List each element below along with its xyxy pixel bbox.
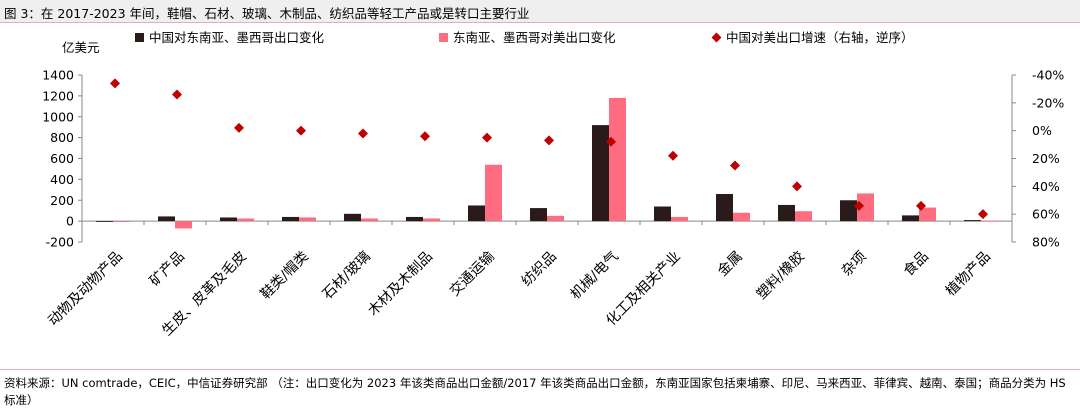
bar-chart: 亿美元 -200 0 200 400 600 800 1000 1200 1400 -40% -20…	[42, 40, 1064, 339]
bar-china-11	[778, 204, 795, 222]
bar-sea-2	[237, 218, 254, 222]
bar-sea-14	[981, 220, 998, 222]
growth-marker-3	[296, 125, 306, 136]
bar-sea-13	[919, 207, 936, 222]
bar-china-1	[158, 216, 175, 222]
growth-marker-2	[234, 122, 244, 133]
y-left-tick-label: 800	[50, 130, 74, 145]
y-left-tick-label: 1200	[42, 88, 74, 103]
growth-marker-11	[792, 181, 802, 192]
y-right-tick-label: 40%	[1032, 179, 1060, 194]
bar-china-5	[406, 216, 423, 222]
bar-china-13	[902, 215, 919, 222]
bar-china-2	[220, 217, 237, 222]
x-category-label: 矿产品	[147, 249, 188, 290]
y-axis-left-label: 亿美元	[62, 40, 100, 55]
growth-marker-6	[482, 132, 492, 143]
bar-china-3	[282, 216, 299, 222]
x-category-label: 木材及木制品	[365, 249, 436, 320]
x-category-label: 塑料/橡胶	[753, 248, 808, 303]
bar-sea-8	[609, 97, 626, 222]
growth-marker-12	[854, 200, 864, 211]
legend-item-china: 中国对东南亚、墨西哥出口变化	[135, 27, 324, 46]
bar-sea-4	[361, 218, 378, 222]
y-left-tick-label: 600	[50, 151, 74, 166]
y-right-tick-label: 80%	[1032, 235, 1060, 250]
y-left-tick-label: 200	[50, 193, 74, 208]
y-left-tick-label: 1000	[42, 109, 74, 124]
bar-sea-3	[299, 217, 316, 222]
y-right-tick-label: -40%	[1032, 68, 1064, 83]
x-category-label: 鞋类/帽类	[258, 249, 312, 303]
legend-swatch-sea	[439, 33, 448, 42]
legend-label-sea: 东南亚、墨西哥对美出口变化	[453, 30, 616, 45]
legend-label-growth: 中国对美出口增速（右轴，逆序）	[726, 30, 914, 45]
bar-china-10	[716, 193, 733, 222]
bar-china-0	[96, 221, 113, 222]
bar-sea-7	[547, 215, 564, 222]
x-category-label: 动物及动物产品	[45, 249, 126, 330]
bar-sea-9	[671, 216, 688, 222]
growth-marker-14	[978, 209, 988, 220]
x-category-label: 食品	[900, 248, 932, 280]
bar-china-8	[592, 125, 609, 222]
figure-title: 图 3：在 2017-2023 年间，鞋帽、石材、玻璃、木制品、纺织品等轻工产品…	[4, 6, 530, 21]
bar-china-6	[468, 205, 485, 222]
x-category-label: 交通运输	[446, 248, 498, 300]
source-note: 资料来源：UN comtrade，CEIC，中信证券研究部 （注：出口变化为 2…	[4, 376, 1066, 407]
y-left-tick-label: 1400	[42, 68, 74, 83]
growth-marker-13	[916, 200, 926, 211]
y-right-tick-label: -20%	[1032, 95, 1064, 110]
figure-header: 图 3：在 2017-2023 年间，鞋帽、石材、玻璃、木制品、纺织品等轻工产品…	[0, 0, 1080, 23]
legend-item-sea: 东南亚、墨西哥对美出口变化	[439, 27, 616, 46]
growth-marker-5	[420, 131, 430, 142]
y-right-tick-label: 60%	[1032, 207, 1060, 222]
bar-sea-0	[113, 221, 130, 222]
growth-marker-1	[172, 89, 182, 100]
x-category-label: 机械/电气	[568, 249, 622, 303]
bar-sea-11	[795, 211, 812, 222]
y-right-tick-label: 0%	[1032, 123, 1052, 138]
growth-marker-10	[730, 160, 740, 171]
y-left-tick-label: 400	[50, 172, 74, 187]
y-left-tick-label: 0	[66, 214, 74, 229]
y-right-tick-label: 20%	[1032, 151, 1060, 166]
bar-china-7	[530, 208, 547, 222]
x-category-label: 金属	[715, 249, 746, 280]
growth-marker-8	[606, 136, 616, 147]
growth-marker-0	[110, 78, 120, 89]
bar-china-14	[964, 220, 981, 222]
bar-sea-12	[857, 193, 874, 222]
bar-china-12	[840, 200, 857, 222]
bar-sea-10	[733, 212, 750, 222]
legend-label-china: 中国对东南亚、墨西哥出口变化	[149, 30, 325, 45]
growth-marker-4	[358, 128, 368, 139]
x-category-label: 纺织品	[519, 249, 560, 290]
bar-china-4	[344, 213, 361, 222]
legend-swatch-china	[135, 33, 144, 42]
bar-sea-6	[485, 164, 502, 222]
x-category-label: 植物产品	[943, 249, 994, 300]
bar-sea-1	[175, 221, 192, 229]
legend-item-growth: 中国对美出口增速（右轴，逆序）	[711, 27, 914, 46]
growth-marker-7	[544, 135, 554, 146]
footer-divider	[0, 369, 1080, 370]
y-left-tick-label: -200	[46, 235, 74, 250]
x-category-label: 杂项	[839, 249, 870, 280]
bar-china-9	[654, 206, 671, 222]
bar-sea-5	[423, 218, 440, 222]
growth-marker-9	[668, 150, 678, 161]
x-category-label: 石材/玻璃	[319, 248, 374, 303]
